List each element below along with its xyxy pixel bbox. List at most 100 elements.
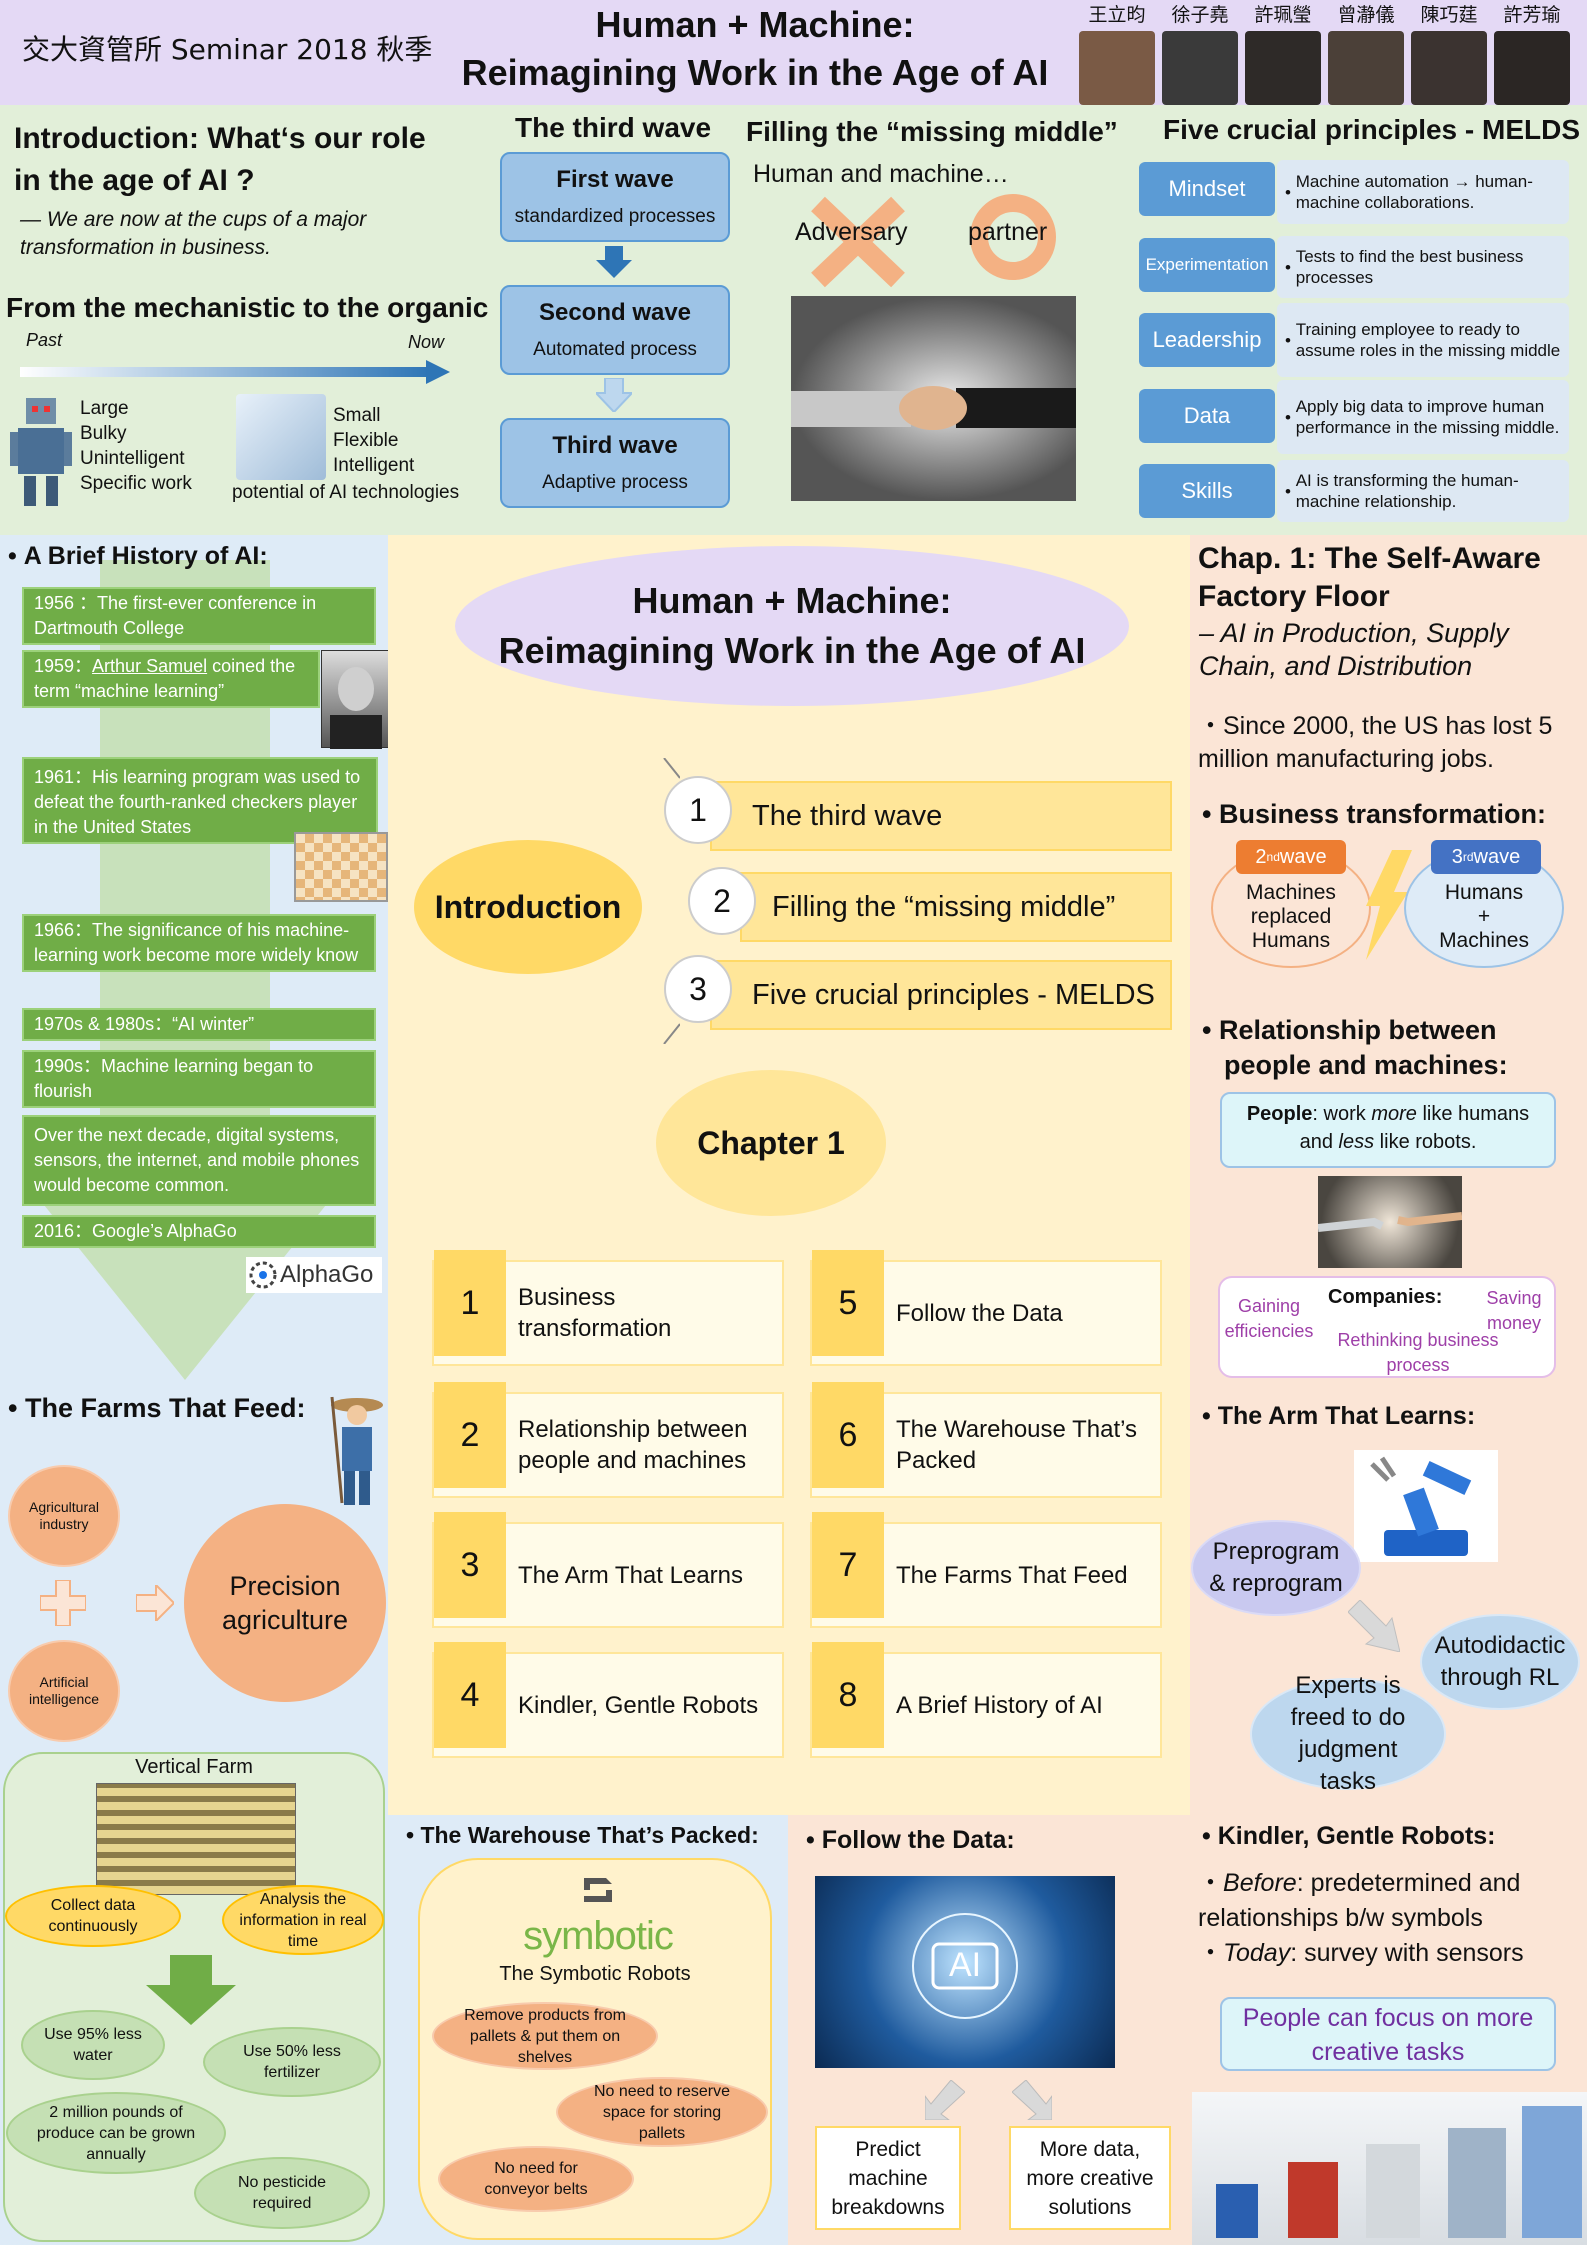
toc-item-3: Five crucial principles - MELDS [710, 960, 1172, 1030]
kind-title: • Kindler, Gentle Robots: [1202, 1822, 1496, 1850]
people-box: People: work more like humans and less l… [1220, 1092, 1556, 1168]
history-title: • A Brief History of AI: [8, 542, 268, 570]
down-arrow-icon [593, 377, 635, 414]
toc-number-2: 2 [688, 867, 756, 935]
history-item-1990s: 1990s：Machine learning began to flourish [22, 1050, 376, 1108]
reserve-space-oval: No need to reserve space for storing pal… [556, 2077, 768, 2147]
avatar [1494, 31, 1570, 105]
chapter-card-3: 3 The Arm That Learns [432, 1512, 784, 1628]
warehouse-title: • The Warehouse That’s Packed: [406, 1822, 759, 1848]
chapter-panel [1190, 535, 1587, 2245]
alphago-logo: AlphaGo [246, 1257, 382, 1293]
toc-item-2: Filling the “missing middle” [740, 872, 1172, 942]
melds-desc-skills: • AI is transforming the human-machine r… [1277, 460, 1569, 522]
handshake-image [791, 296, 1076, 501]
avatar [1245, 31, 1321, 105]
melds-title: Five crucial principles - MELDS [1163, 114, 1581, 145]
history-item-1961: 1961：His learning program was used to de… [22, 757, 378, 844]
before-text: ・Before: predetermined and relationships… [1198, 1869, 1521, 1932]
history-item-1959: 1959：Arthur Samuel coined the term “mach… [22, 650, 320, 708]
ai-caption: potential of AI technologies [232, 482, 460, 503]
circle-icon [968, 192, 1058, 282]
intro-heading-line2: in the age of AI ? [14, 164, 255, 197]
center-title-oval: Human + Machine: Reimagining Work in the… [455, 546, 1129, 706]
arthur-samuel-photo [321, 650, 389, 749]
rethink-label: Rethinking business process [1337, 1330, 1499, 1375]
more-data-box: More data, more creative solutions [1009, 2126, 1171, 2230]
gaining-label: Gaining efficiencies [1224, 1296, 1314, 1341]
robot-arm-image [1354, 1450, 1498, 1562]
experts-oval: Experts is freed to do judgment tasks [1250, 1672, 1446, 1795]
rel-title: • Relationship between people and machin… [1202, 1015, 1508, 1080]
chapter-card-4: 4 Kindler, Gentle Robots [432, 1642, 784, 1758]
symbotic-icon [584, 1878, 612, 1902]
lightning-icon [1362, 850, 1412, 960]
intro-heading-line1: Introduction: What‘s our role [14, 122, 426, 155]
poster-title-line2: Reimagining Work in the Age of AI [461, 52, 1049, 93]
history-item-2016: 2016：Google’s AlphaGo [22, 1215, 376, 1248]
humanoid-ai-image [236, 394, 326, 480]
symbotic-robots-label: The Symbotic Robots [499, 1963, 691, 1985]
down-left-arrow-icon [924, 2079, 966, 2121]
history-item-next-decade: Over the next decade, digital systems, s… [22, 1115, 376, 1206]
wave-card-first: First wave standardized processes [500, 152, 730, 242]
symbotic-logo: symbotic [508, 1870, 688, 1960]
vertical-farm-label: Vertical Farm [135, 1756, 253, 1778]
author: 曾瀞儀 [1326, 0, 1406, 105]
produce-oval: 2 million pounds of produce can be grown… [6, 2092, 226, 2174]
bracket-lines [640, 757, 681, 1045]
alphago-icon [249, 1261, 277, 1289]
poster-title-line1: Human + Machine: [595, 4, 915, 45]
toy-robots-image [1192, 2092, 1587, 2245]
history-item-ai-winter: 1970s & 1980s：“AI winter” [22, 1008, 376, 1041]
ai-oval: Artificial intelligence [8, 1640, 120, 1742]
chapter-card-5: 5 Follow the Data [810, 1250, 1162, 1366]
melds-desc-mindset: • Machine automation → human-machine col… [1277, 160, 1569, 224]
intro-quote-line2: transformation in business. [20, 236, 271, 259]
avatar [1328, 31, 1404, 105]
saving-label: Saving money [1486, 1288, 1542, 1333]
author: 許芳瑜 [1492, 0, 1572, 105]
right-arrow-icon [135, 1582, 176, 1624]
arthur-samuel-link[interactable]: Arthur Samuel [92, 656, 208, 676]
pesticide-oval: No pesticide required [194, 2157, 370, 2229]
fertilizer-oval: Use 50% less fertilizer [203, 2027, 381, 2097]
arm-title: • The Arm That Learns: [1202, 1402, 1476, 1430]
today-text: ・Today: survey with sensors [1198, 1939, 1524, 1967]
since-2000-text: ・Since 2000, the US has lost 5 million m… [1198, 712, 1553, 773]
avatar [1079, 31, 1155, 105]
avatar [1411, 31, 1487, 105]
predict-box: Predict machine breakdowns [815, 2126, 961, 2230]
author: 陳巧莛 [1409, 0, 1489, 105]
diag-arrow-icon [1347, 1599, 1401, 1653]
ai-text: AI [948, 1946, 982, 1984]
middle-sub: Human and machine… [753, 160, 1009, 188]
farmer-icon [326, 1393, 388, 1511]
header-band [0, 0, 1587, 105]
chapter-card-2: 2 Relationship between people and machine… [432, 1382, 784, 1498]
down-arrow-icon [146, 1955, 236, 2025]
vertical-farm-image [96, 1783, 296, 1895]
melds-desc-leadership: • Training employee to ready to assume r… [1277, 303, 1569, 377]
farms-title: • The Farms That Feed: [8, 1393, 306, 1423]
preprogram-oval: Preprogram & reprogram [1191, 1520, 1361, 1616]
timeline-arrow [20, 360, 450, 384]
ai-desc: Small Flexible Intelligent [333, 405, 415, 476]
companies-box [1218, 1276, 1556, 1378]
melds-desc-data: • Apply big data to improve human perfor… [1277, 380, 1569, 454]
melds-tag-leadership: Leadership [1139, 313, 1275, 367]
adversary-label: Adversary [795, 218, 908, 246]
chap-title-line1: Chap. 1: The Self-Aware [1198, 542, 1541, 575]
chapter-oval: Chapter 1 [656, 1070, 886, 1216]
robot-desc: Large Bulky Unintelligent Specific work [80, 398, 192, 494]
chap-title-line2: Factory Floor [1198, 580, 1390, 613]
down-arrow-icon [596, 246, 632, 278]
melds-tag-experimentation: Experimentation [1139, 238, 1275, 292]
author: 王立昀 [1077, 0, 1157, 105]
author: 許珮瑩 [1243, 0, 1323, 105]
toc-item-1: The third wave [710, 781, 1172, 851]
precision-agri-oval: Precision agriculture [184, 1504, 386, 1702]
waves-title: The third wave [515, 112, 712, 143]
